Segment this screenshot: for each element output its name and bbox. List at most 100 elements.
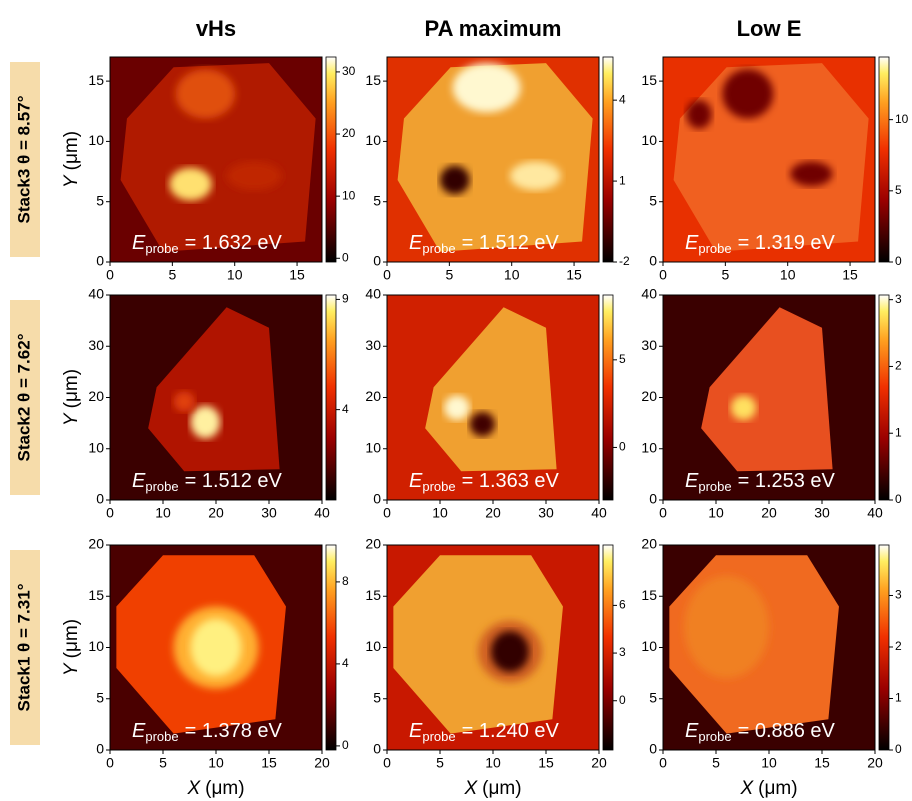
- y-tick-label: 10: [88, 439, 104, 455]
- colorbar-tick-label: -2: [619, 254, 630, 268]
- energy-part: = 1.363 eV: [462, 470, 560, 492]
- map-feature: [227, 162, 282, 191]
- axis-unit: (μm): [61, 619, 82, 658]
- colorbar: [603, 545, 613, 750]
- axis-unit: (μm): [61, 131, 82, 170]
- map-feature: [722, 69, 773, 118]
- map-feature: [790, 162, 832, 187]
- x-tick-label: 15: [814, 755, 830, 771]
- y-tick-label: 10: [365, 638, 381, 654]
- colorbar-tick-label: 4: [342, 402, 349, 416]
- x-tick-label: 0: [383, 755, 391, 771]
- y-tick-label: 5: [649, 689, 657, 705]
- y-tick-label: 0: [373, 491, 381, 507]
- row-label: Stack2 θ = 7.62°: [14, 333, 33, 461]
- y-tick-label: 10: [365, 439, 381, 455]
- map-feature: [686, 100, 711, 129]
- x-tick-label: 20: [867, 755, 883, 771]
- y-tick-label: 40: [365, 286, 381, 302]
- colorbar-tick-label: 0: [895, 742, 902, 756]
- colorbar-tick-label: 0: [895, 254, 902, 268]
- energy-part: = 1.240 eV: [462, 720, 560, 742]
- axis-symbol: X: [463, 778, 478, 799]
- axis-unit: (μm): [205, 778, 244, 799]
- x-tick-label: 0: [106, 755, 114, 771]
- y-tick-label: 10: [88, 638, 104, 654]
- energy-part: probe: [145, 241, 178, 256]
- y-tick-label: 30: [88, 337, 104, 353]
- colorbar-tick-label: 1: [895, 425, 902, 439]
- y-tick-label: 15: [641, 587, 657, 603]
- y-axis-label: Y(μm): [61, 619, 82, 676]
- colorbar-tick-label: 0: [619, 693, 626, 707]
- energy-part: = 1.319 eV: [738, 232, 836, 254]
- x-tick-label: 15: [566, 267, 582, 283]
- x-tick-label: 15: [261, 755, 277, 771]
- colorbar: [603, 57, 613, 262]
- y-tick-label: 20: [88, 536, 104, 552]
- energy-part: E: [685, 232, 699, 254]
- column-title: vHs: [196, 16, 236, 41]
- colorbar-tick-label: 20: [342, 126, 356, 140]
- colorbar-tick-label: 2: [895, 639, 902, 653]
- energy-part: = 1.253 eV: [738, 470, 836, 492]
- energy-part: probe: [422, 729, 455, 744]
- row-label: Stack1 θ = 7.31°: [14, 583, 33, 711]
- axis-symbol: X: [186, 778, 201, 799]
- x-tick-label: 0: [106, 267, 114, 283]
- y-tick-label: 20: [641, 536, 657, 552]
- energy-part: E: [132, 232, 146, 254]
- y-tick-label: 10: [88, 132, 104, 148]
- colorbar-tick-label: 3: [895, 292, 902, 306]
- y-tick-label: 15: [365, 587, 381, 603]
- y-tick-label: 10: [365, 132, 381, 148]
- x-axis-label: X(μm): [186, 778, 244, 799]
- x-tick-label: 5: [712, 755, 720, 771]
- y-tick-label: 5: [96, 689, 104, 705]
- y-tick-label: 0: [649, 741, 657, 757]
- colorbar-tick-label: 10: [342, 188, 356, 202]
- map-feature: [731, 395, 756, 420]
- colorbar-tick-label: 5: [619, 352, 626, 366]
- map-feature: [444, 395, 469, 420]
- colorbar: [879, 545, 889, 750]
- x-tick-label: 0: [383, 267, 391, 283]
- energy-part: = 1.632 eV: [185, 232, 283, 254]
- x-tick-label: 0: [659, 755, 667, 771]
- x-tick-label: 20: [761, 505, 777, 521]
- x-tick-label: 10: [485, 755, 501, 771]
- colorbar-tick-label: 3: [895, 588, 902, 602]
- energy-part: E: [132, 470, 146, 492]
- colorbar-tick-label: 0: [895, 492, 902, 506]
- x-tick-label: 10: [761, 755, 777, 771]
- x-tick-label: 0: [659, 505, 667, 521]
- colorbar-tick-label: 4: [342, 656, 349, 670]
- axis-symbol: X: [739, 778, 754, 799]
- y-tick-label: 30: [641, 337, 657, 353]
- y-tick-label: 20: [641, 388, 657, 404]
- colorbar-tick-label: 0: [342, 250, 349, 264]
- y-tick-label: 40: [641, 286, 657, 302]
- x-tick-label: 10: [708, 505, 724, 521]
- map-feature: [453, 63, 521, 112]
- axis-symbol: Y: [61, 412, 82, 426]
- panel: 01020304001020304049Eprobe= 1.512 eVStac…: [10, 286, 349, 521]
- map-feature: [684, 576, 769, 679]
- column-title: PA maximum: [425, 16, 562, 41]
- x-tick-label: 0: [383, 505, 391, 521]
- colorbar-tick-label: 30: [342, 64, 356, 78]
- energy-part: E: [685, 470, 699, 492]
- colorbar-tick-label: 1: [619, 173, 626, 187]
- energy-part: E: [685, 720, 699, 742]
- x-axis-label: X(μm): [739, 778, 797, 799]
- energy-part: probe: [145, 729, 178, 744]
- y-tick-label: 15: [641, 72, 657, 88]
- y-tick-label: 15: [88, 72, 104, 88]
- x-tick-label: 15: [842, 267, 858, 283]
- x-tick-label: 10: [432, 505, 448, 521]
- x-tick-label: 30: [538, 505, 554, 521]
- y-tick-label: 0: [96, 253, 104, 269]
- y-tick-label: 15: [365, 72, 381, 88]
- y-tick-label: 10: [641, 638, 657, 654]
